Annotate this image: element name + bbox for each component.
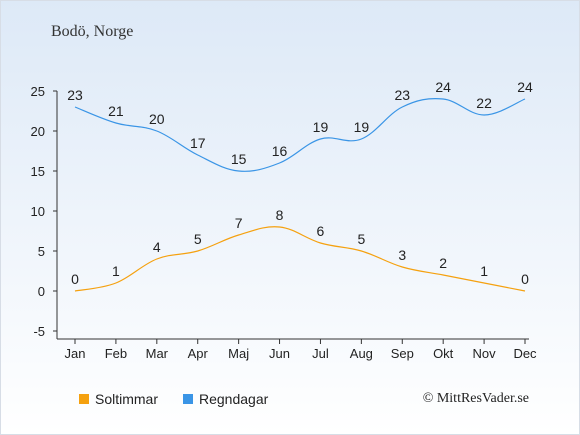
x-tick-label: Apr bbox=[188, 346, 209, 361]
data-label-regndagar: 16 bbox=[272, 143, 288, 159]
y-tick-label: -5 bbox=[33, 324, 45, 339]
x-tick-label: Maj bbox=[228, 346, 249, 361]
x-tick-label: Feb bbox=[105, 346, 127, 361]
data-label-regndagar: 21 bbox=[108, 103, 124, 119]
data-label-regndagar: 19 bbox=[354, 119, 370, 135]
data-label-soltimmar: 6 bbox=[317, 223, 325, 239]
data-label-regndagar: 23 bbox=[394, 87, 410, 103]
chart-title: Bodö, Norge bbox=[51, 23, 134, 40]
data-label-soltimmar: 8 bbox=[276, 207, 284, 223]
legend-label-regndagar: Regndagar bbox=[199, 391, 269, 407]
data-label-soltimmar: 3 bbox=[398, 247, 406, 263]
data-label-soltimmar: 1 bbox=[480, 263, 488, 279]
x-tick-label: Jul bbox=[312, 346, 329, 361]
data-label-soltimmar: 2 bbox=[439, 255, 447, 271]
data-label-soltimmar: 5 bbox=[194, 231, 202, 247]
data-label-soltimmar: 5 bbox=[357, 231, 365, 247]
y-tick-label: 5 bbox=[38, 244, 45, 259]
y-tick-label: 0 bbox=[38, 284, 45, 299]
y-tick-label: 20 bbox=[31, 124, 45, 139]
x-tick-label: Aug bbox=[350, 346, 373, 361]
copyright-text: © MittResVader.se bbox=[422, 391, 529, 406]
x-tick-label: Jun bbox=[269, 346, 290, 361]
data-label-regndagar: 22 bbox=[476, 95, 492, 111]
x-tick-label: Jan bbox=[65, 346, 86, 361]
y-tick-label: 10 bbox=[31, 204, 45, 219]
data-label-soltimmar: 7 bbox=[235, 215, 243, 231]
data-label-soltimmar: 0 bbox=[71, 271, 79, 287]
x-tick-label: Sep bbox=[391, 346, 414, 361]
legend-item-soltimmar: Soltimmar bbox=[79, 391, 158, 407]
y-tick-label: 15 bbox=[31, 164, 45, 179]
data-label-regndagar: 23 bbox=[67, 87, 83, 103]
data-label-regndagar: 15 bbox=[231, 151, 247, 167]
x-tick-label: Mar bbox=[146, 346, 169, 361]
series-line-soltimmar bbox=[74, 226, 526, 292]
series-line-regndagar bbox=[74, 98, 526, 172]
y-tick-label: 25 bbox=[31, 84, 45, 99]
legend-item-regndagar: Regndagar bbox=[183, 391, 268, 407]
data-label-soltimmar: 0 bbox=[521, 271, 529, 287]
data-label-regndagar: 20 bbox=[149, 111, 165, 127]
data-label-regndagar: 24 bbox=[435, 79, 451, 95]
x-tick-label: Okt bbox=[433, 346, 454, 361]
data-label-regndagar: 19 bbox=[313, 119, 329, 135]
data-label-soltimmar: 4 bbox=[153, 239, 161, 255]
legend-swatch-regndagar bbox=[183, 394, 193, 404]
x-tick-label: Dec bbox=[513, 346, 537, 361]
data-label-regndagar: 24 bbox=[517, 79, 533, 95]
legend-label-soltimmar: Soltimmar bbox=[95, 391, 159, 407]
data-label-soltimmar: 1 bbox=[112, 263, 120, 279]
x-tick-label: Nov bbox=[473, 346, 497, 361]
legend-swatch-soltimmar bbox=[79, 394, 89, 404]
data-label-regndagar: 17 bbox=[190, 135, 206, 151]
